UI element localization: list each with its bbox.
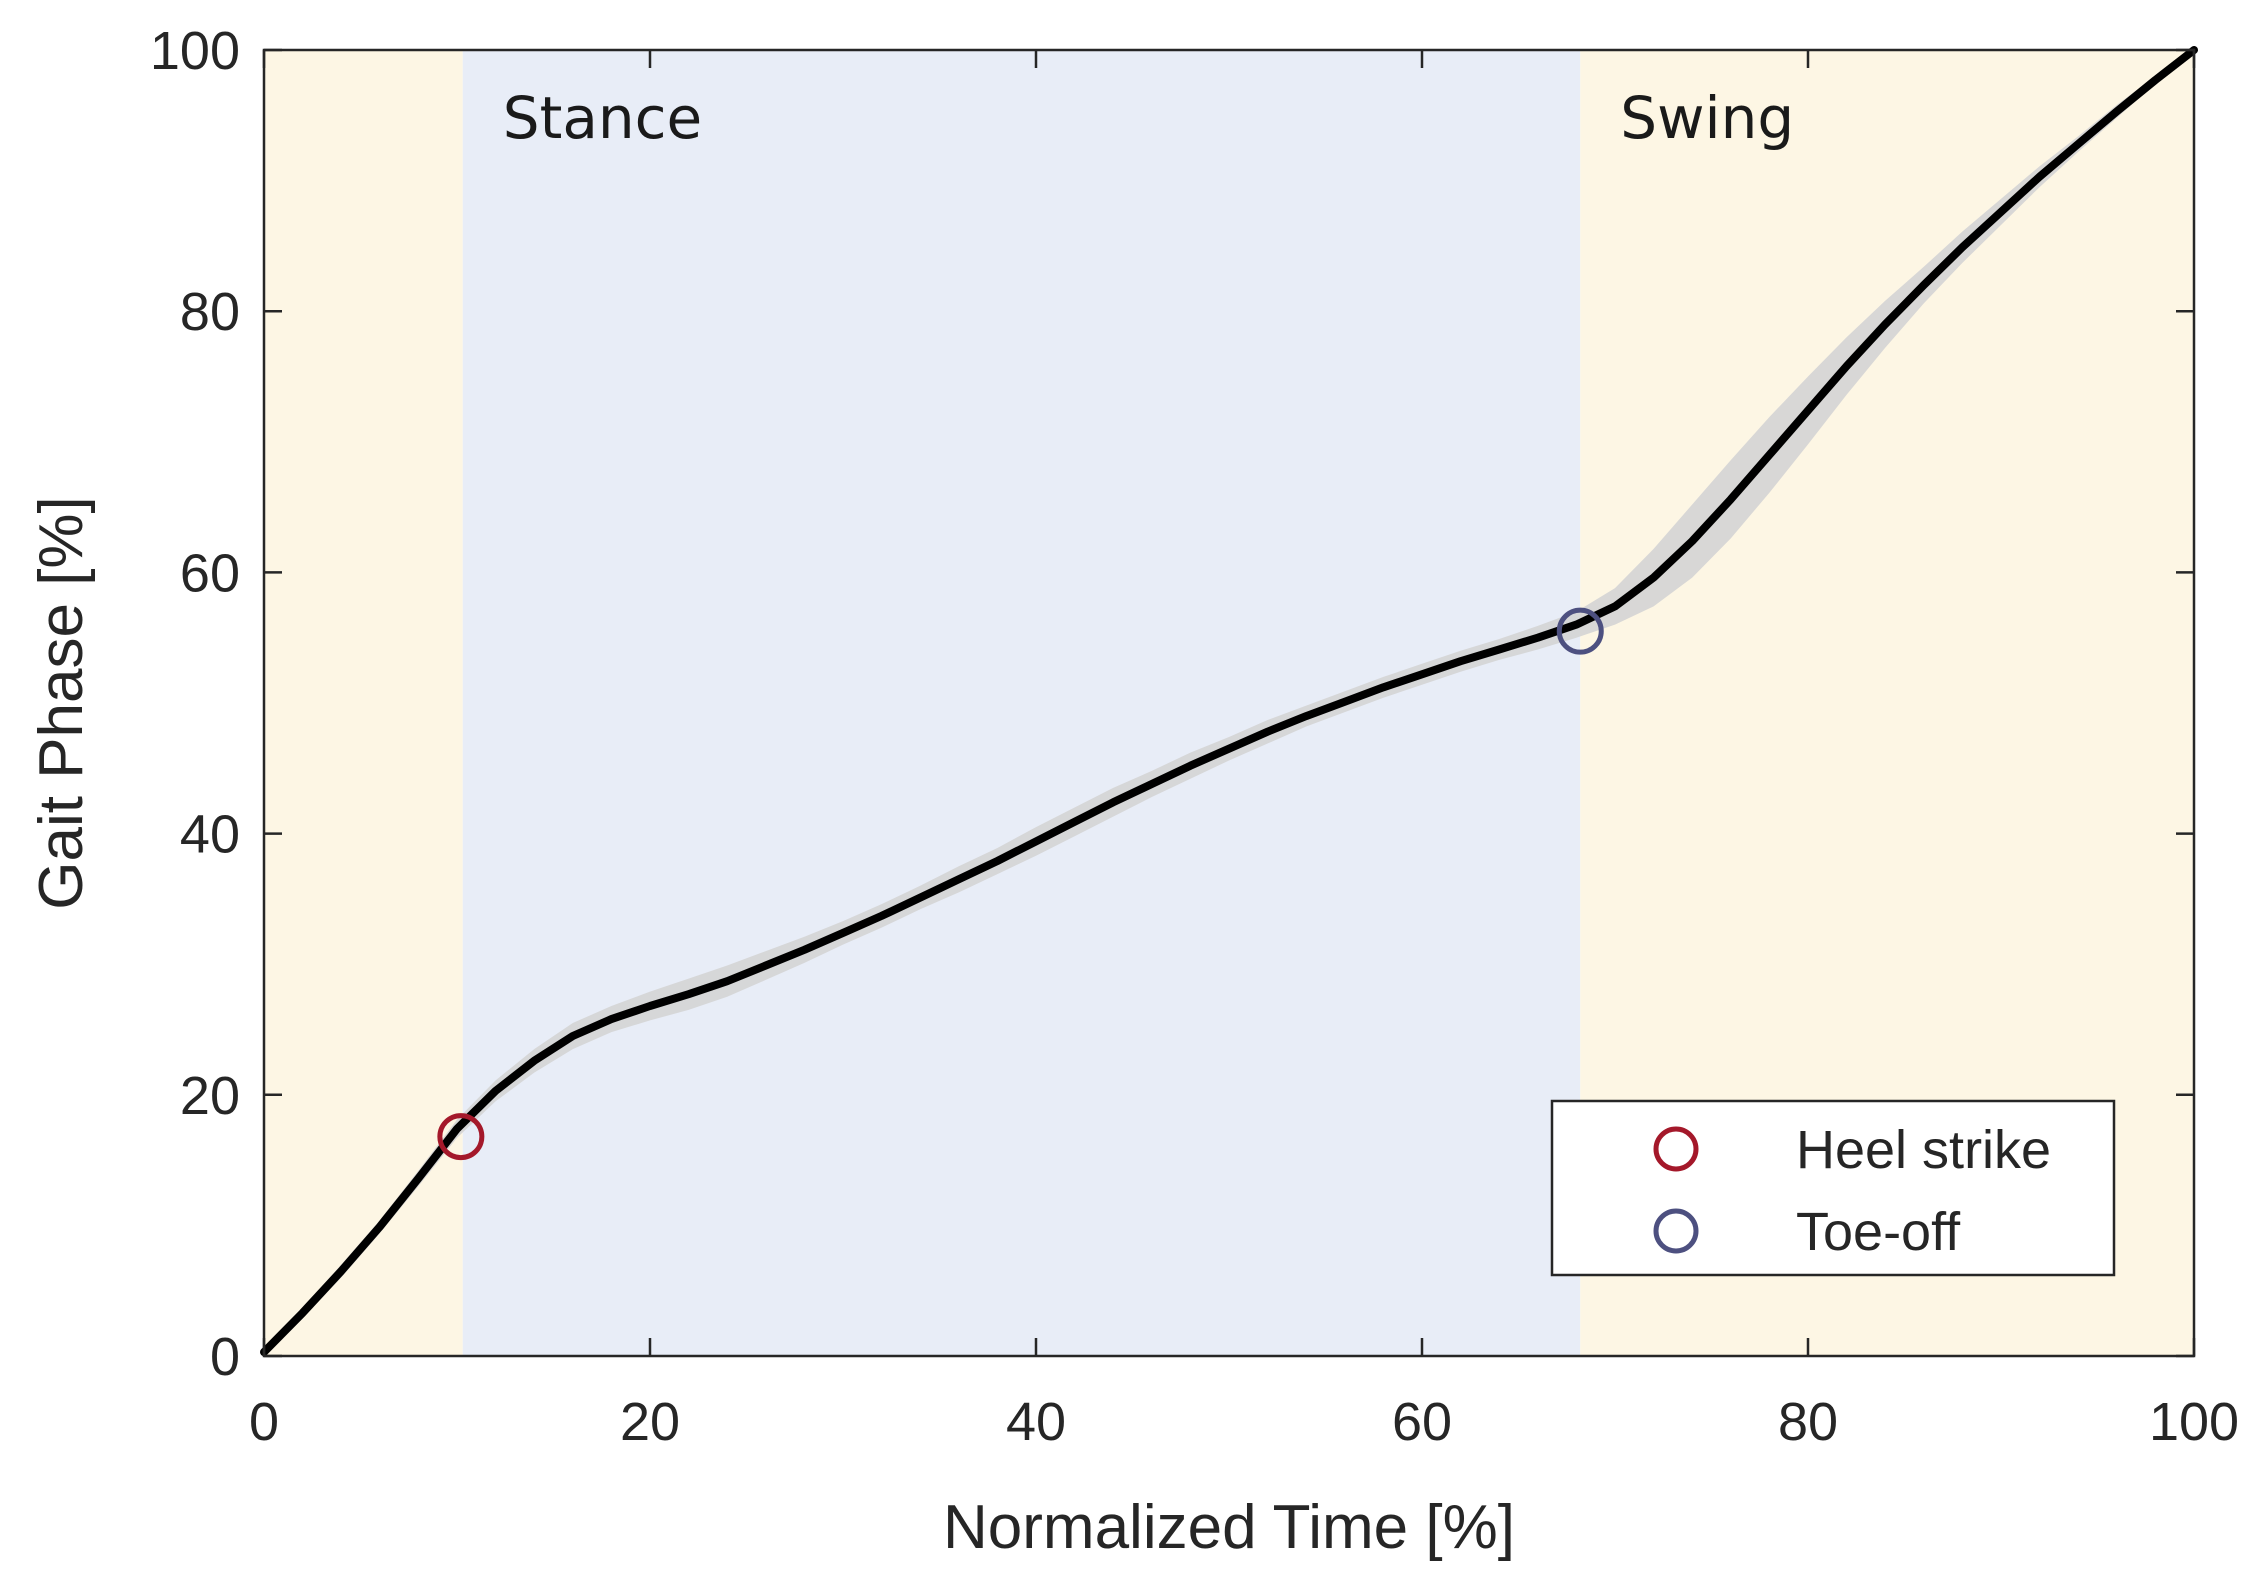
x-tick-label: 0 (249, 1392, 279, 1452)
mean-line (260, 46, 2198, 1357)
marker-toe-off (1556, 607, 1604, 655)
x-tick-label: 100 (2149, 1392, 2239, 1452)
y-axis-title: Gait Phase [%] (27, 496, 96, 910)
legend: Heel strike Toe-off (1550, 1099, 2116, 1277)
y-tick-label: 80 (180, 282, 240, 342)
region-pre-stance (264, 50, 463, 1356)
legend-box (1550, 1099, 2116, 1277)
series-group (260, 46, 2198, 1357)
region-label-stance: Stance (503, 84, 702, 152)
region-stance (462, 50, 1581, 1356)
plot-frame (262, 48, 2196, 1358)
y-tick-label: 60 (180, 543, 240, 603)
x-axis-title: Normalized Time [%] (943, 1493, 1515, 1562)
x-tick-label: 60 (1392, 1392, 1452, 1452)
axis-ticks: 0 20 40 60 80 100 0 20 40 60 80 100 (150, 21, 2239, 1452)
y-tick-label: 100 (150, 21, 240, 81)
y-tick-label: 0 (210, 1327, 240, 1387)
region-label-swing: Swing (1620, 84, 1794, 152)
marker-heel-strike (437, 1113, 485, 1161)
region-labels: Stance Swing (503, 84, 1794, 152)
legend-label-toe-off: Toe-off (1796, 1202, 1961, 1262)
legend-marker-heel-strike (1653, 1126, 1699, 1172)
legend-label-heel-strike: Heel strike (1796, 1120, 2051, 1180)
y-tick-label: 40 (180, 805, 240, 865)
y-tick-label: 20 (180, 1066, 240, 1126)
x-tick-label: 20 (620, 1392, 680, 1452)
event-markers (437, 607, 1604, 1161)
legend-marker-toe-off (1653, 1208, 1699, 1254)
x-tick-label: 40 (1006, 1392, 1066, 1452)
x-tick-label: 80 (1778, 1392, 1838, 1452)
